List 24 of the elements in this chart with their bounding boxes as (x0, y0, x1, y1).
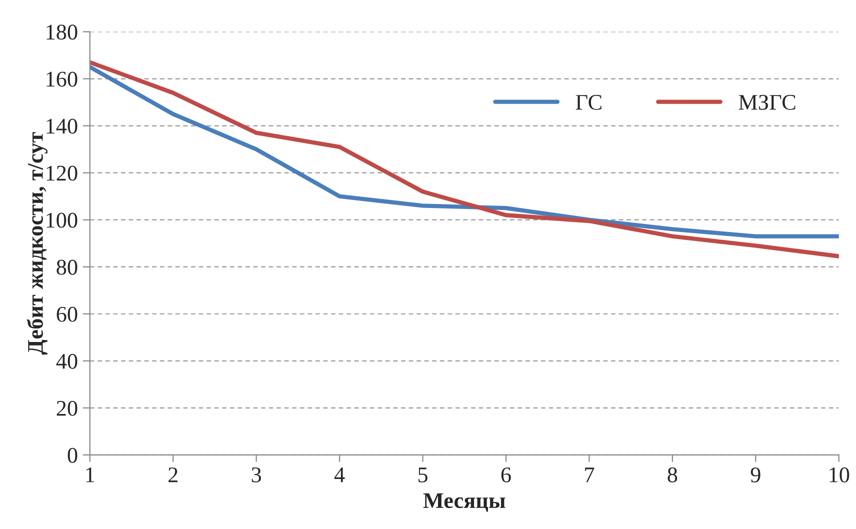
x-tick-label: 10 (830, 467, 850, 482)
x-tick-label: 5 (418, 468, 428, 482)
y-tick-label: 140 (46, 118, 78, 134)
y-tick-label: 40 (56, 354, 78, 369)
x-tick-label: 6 (501, 467, 511, 482)
y-tick-label: 160 (46, 72, 78, 87)
legend-label: ГС (576, 94, 602, 110)
x-tick-label: 1 (86, 467, 94, 482)
y-tick-label: 20 (56, 400, 78, 416)
x-tick-label: 4 (334, 468, 345, 482)
x-tick-label: 2 (168, 467, 178, 482)
y-tick-label: 80 (56, 260, 78, 275)
y-tick-label: 100 (46, 212, 78, 228)
x-tick-label: 8 (668, 467, 678, 482)
y-tick-label: 0 (68, 448, 78, 463)
x-axis-title: Месяцы (423, 493, 506, 512)
y-axis-title: Дебит жидкости, т/сут (26, 132, 48, 355)
x-tick-label: 7 (585, 468, 594, 482)
x-tick-label: 9 (750, 467, 760, 482)
legend-label: МЗГС (738, 94, 796, 110)
y-tick-label: 180 (46, 24, 78, 40)
y-tick-label: 60 (56, 306, 78, 322)
y-tick-label: 120 (46, 166, 78, 181)
x-tick-label: 3 (252, 467, 262, 482)
